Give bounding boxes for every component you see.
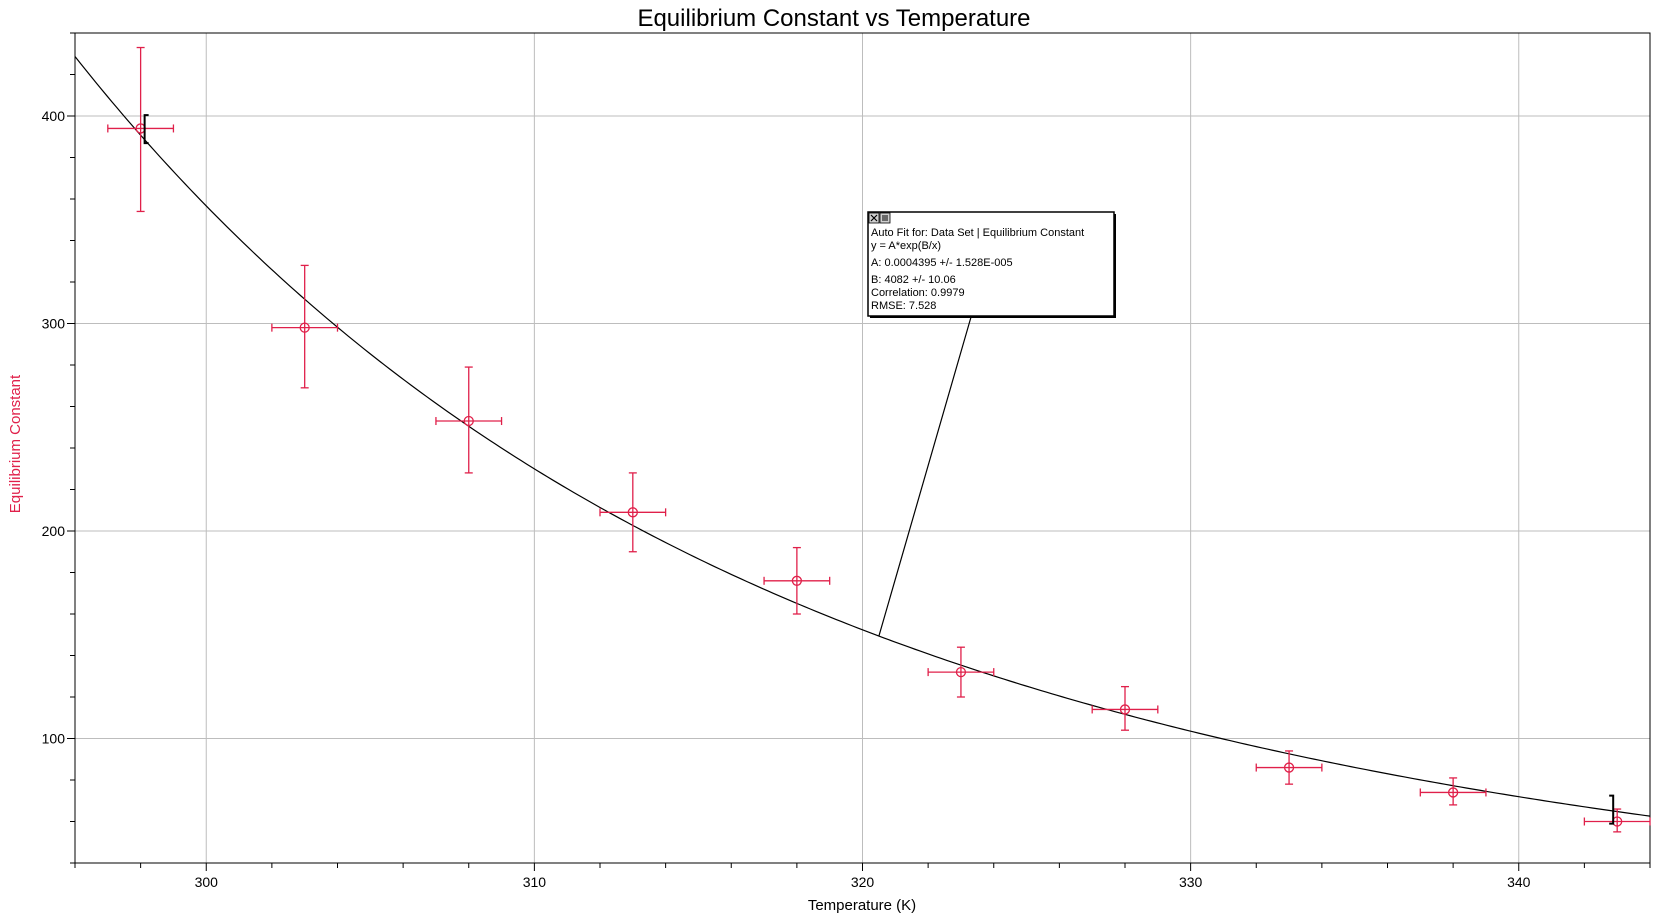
fit-range-end-bracket bbox=[1609, 794, 1615, 825]
annotation-line: RMSE: 7.528 bbox=[871, 300, 936, 312]
data-points bbox=[107, 46, 1651, 833]
x-axis-label: Temperature (K) bbox=[808, 897, 916, 914]
x-axis: 300 310 320 330 340 bbox=[74, 863, 1651, 890]
y-tick-label: 200 bbox=[42, 523, 66, 539]
annotation-line: A: 0.0004395 +/- 1.528E-005 bbox=[871, 257, 1013, 269]
grid bbox=[75, 33, 1650, 863]
y-tick-label: 100 bbox=[42, 731, 66, 747]
data-point bbox=[763, 546, 831, 615]
x-tick-label: 340 bbox=[1507, 874, 1531, 890]
x-tick-label: 300 bbox=[195, 874, 219, 890]
data-marker bbox=[955, 666, 967, 678]
annotation-frame bbox=[867, 211, 1115, 317]
data-point bbox=[271, 264, 339, 389]
annotation-line: Correlation: 0.9979 bbox=[871, 287, 965, 299]
y-tick-label: 400 bbox=[42, 108, 66, 124]
close-icon[interactable] bbox=[868, 212, 880, 224]
data-marker bbox=[627, 507, 638, 518]
data-marker bbox=[1447, 787, 1459, 798]
y-axis-label: Equilibrium Constant bbox=[7, 374, 24, 513]
x-tick-label: 310 bbox=[523, 874, 547, 890]
menu-icon[interactable] bbox=[879, 212, 891, 224]
data-marker bbox=[463, 415, 474, 427]
data-marker bbox=[1119, 704, 1131, 715]
menu-icon-lines bbox=[882, 215, 888, 221]
x-tick-label: 330 bbox=[1179, 874, 1203, 890]
data-point bbox=[599, 472, 667, 553]
x-tick-label: 320 bbox=[851, 874, 875, 890]
annotation-pointer bbox=[878, 315, 972, 637]
annotation-line: B: 4082 +/- 10.06 bbox=[871, 274, 956, 286]
data-point bbox=[1091, 685, 1159, 731]
close-icon-cross bbox=[870, 214, 878, 222]
data-point bbox=[1255, 750, 1323, 785]
fit-annotation-box[interactable]: Auto Fit for: Data Set | Equilibrium Con… bbox=[867, 211, 1116, 637]
chart-title: Equilibrium Constant vs Temperature bbox=[637, 5, 1030, 32]
data-marker bbox=[1283, 762, 1295, 773]
data-point bbox=[435, 366, 503, 474]
y-axis: 100 200 300 400 bbox=[42, 32, 75, 864]
fit-range-start-bracket bbox=[143, 114, 149, 145]
data-point bbox=[927, 646, 995, 698]
data-point bbox=[107, 46, 175, 213]
annotation-line: Auto Fit for: Data Set | Equilibrium Con… bbox=[871, 227, 1084, 239]
data-marker bbox=[791, 575, 803, 586]
data-point bbox=[1583, 808, 1651, 833]
data-marker bbox=[299, 322, 310, 333]
annotation-line: y = A*exp(B/x) bbox=[871, 240, 941, 252]
data-point bbox=[1419, 777, 1487, 806]
y-tick-label: 300 bbox=[42, 316, 66, 332]
